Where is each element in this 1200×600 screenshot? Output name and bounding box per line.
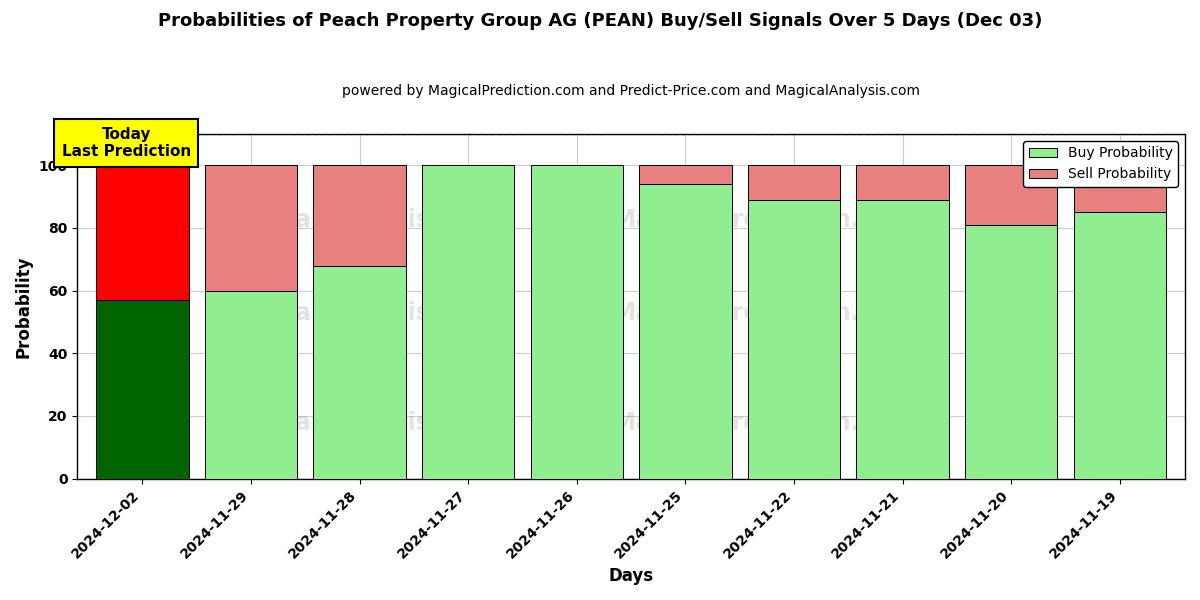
Bar [96,165,188,300]
Bar [313,266,406,479]
Bar [965,165,1057,225]
Text: Probabilities of Peach Property Group AG (PEAN) Buy/Sell Signals Over 5 Days (De: Probabilities of Peach Property Group AG… [158,12,1042,30]
Bar [530,165,623,479]
Bar [96,300,188,479]
Bar [748,165,840,200]
Text: calAnalysis.com: calAnalysis.com [281,301,494,325]
Text: MagicalPrediction.com: MagicalPrediction.com [613,412,916,436]
Text: MagicalPrediction.com: MagicalPrediction.com [613,301,916,325]
Bar [748,200,840,479]
Bar [1074,212,1166,479]
Bar [640,165,732,184]
Bar [422,165,515,479]
Bar [313,165,406,266]
Bar [965,225,1057,479]
Text: calAnalysis.com: calAnalysis.com [281,208,494,232]
Text: Today
Last Prediction: Today Last Prediction [61,127,191,160]
Bar [857,200,949,479]
Text: MagicalPrediction.com: MagicalPrediction.com [613,208,916,232]
Bar [640,184,732,479]
Bar [205,290,298,479]
Bar [205,165,298,290]
Y-axis label: Probability: Probability [14,255,32,358]
X-axis label: Days: Days [608,567,654,585]
Bar [1074,165,1166,212]
Bar [857,165,949,200]
Text: calAnalysis.com: calAnalysis.com [281,412,494,436]
Title: powered by MagicalPrediction.com and Predict-Price.com and MagicalAnalysis.com: powered by MagicalPrediction.com and Pre… [342,84,920,98]
Legend: Buy Probability, Sell Probability: Buy Probability, Sell Probability [1024,141,1178,187]
